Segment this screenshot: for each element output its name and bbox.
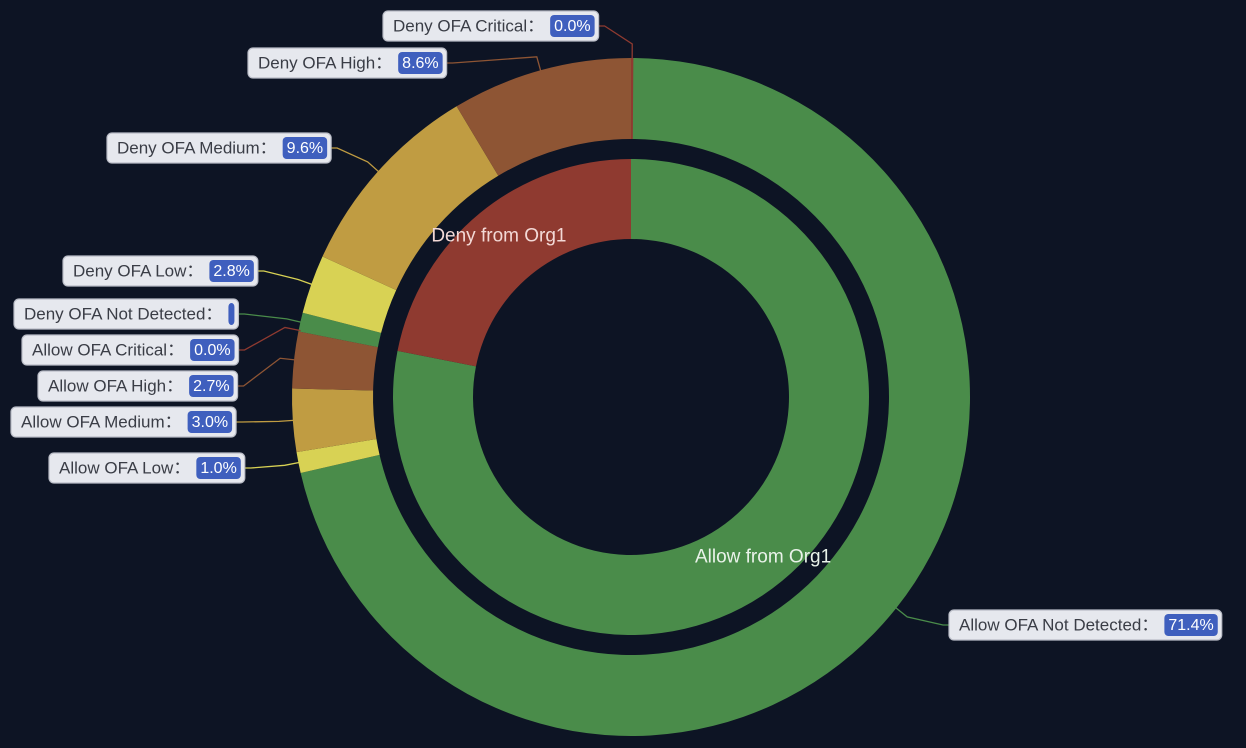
- callout-name: Allow OFA Not Detected：: [959, 615, 1158, 634]
- callout-name: Deny OFA Not Detected：: [24, 304, 222, 323]
- callout-name: Deny OFA Critical：: [393, 16, 544, 35]
- callout-allow-ofa-critical: Allow OFA Critical： 0.0%: [21, 334, 240, 366]
- outer-slice-deny-ofa-not-detected: [298, 312, 382, 348]
- callout-name: Allow OFA High：: [48, 376, 183, 395]
- leader-allow-ofa-not-detected: [894, 606, 949, 626]
- callout-value-badge: [209, 260, 254, 282]
- callout-allow-ofa-medium: Allow OFA Medium： 3.0%: [10, 406, 237, 438]
- callout-value-badge: [190, 339, 235, 361]
- callout-box: [48, 452, 246, 484]
- callout-name: Allow OFA Low：: [59, 458, 190, 477]
- leader-deny-ofa-medium: [331, 147, 381, 174]
- callout-deny-ofa-not-detected: Deny OFA Not Detected：: [13, 298, 240, 330]
- callout-value: 71.4%: [1168, 617, 1213, 634]
- callout-box: [10, 406, 237, 438]
- callout-value-badge: [187, 411, 233, 433]
- callout-value-badge: [282, 137, 328, 159]
- inner-ring: [392, 159, 869, 636]
- callout-value: 0.0%: [194, 342, 230, 359]
- callout-name: Deny OFA Medium：: [117, 138, 277, 157]
- callout-allow-ofa-high: Allow OFA High： 2.7%: [37, 370, 239, 402]
- callout-value: 1.0%: [200, 460, 236, 477]
- leader-allow-ofa-low: [244, 461, 301, 469]
- label-leader-lines: [236, 25, 949, 626]
- callout-value: 3.0%: [192, 414, 228, 431]
- outer-slice-deny-ofa-low: [302, 256, 397, 333]
- leader-allow-ofa-high: [237, 357, 297, 387]
- leader-allow-ofa-critical: [238, 326, 301, 351]
- inner-slice-allow-from-org1: [392, 159, 869, 636]
- label-callouts: Allow OFA Not Detected： 71.4% Allow OFA Lo…: [10, 10, 1223, 641]
- leader-deny-ofa-low: [257, 270, 314, 286]
- callout-name: Allow OFA Medium：: [21, 412, 182, 431]
- inner-ring-labels: Allow from Org1 Deny from Org1: [431, 225, 831, 567]
- callout-box: [106, 132, 332, 164]
- callout-box: [13, 298, 240, 330]
- inner-slice-deny-from-org1: [397, 159, 631, 367]
- outer-slice-allow-ofa-medium: [291, 388, 377, 453]
- callout-deny-ofa-low: Deny OFA Low： 2.8%: [62, 255, 259, 287]
- callout-name: Deny OFA High：: [258, 53, 392, 72]
- callout-deny-ofa-medium: Deny OFA Medium： 9.6%: [106, 132, 332, 164]
- outer-slice-deny-ofa-high: [456, 58, 631, 176]
- callout-box: [382, 10, 600, 42]
- callout-box: [21, 334, 240, 366]
- leader-deny-ofa-not-detected: [238, 313, 303, 324]
- callout-value: 9.6%: [287, 140, 323, 157]
- callout-value-badge: [550, 15, 595, 37]
- callout-value: 0.0%: [554, 18, 590, 35]
- callout-value-badge: [228, 303, 235, 325]
- callout-value: 2.7%: [193, 378, 229, 395]
- callout-allow-ofa-not-detected: Allow OFA Not Detected： 71.4%: [948, 609, 1223, 641]
- callout-allow-ofa-low: Allow OFA Low： 1.0%: [48, 452, 246, 484]
- callout-box: [247, 47, 448, 79]
- leader-deny-ofa-high: [446, 56, 542, 73]
- leader-deny-ofa-critical: [598, 25, 633, 61]
- callout-box: [62, 255, 259, 287]
- callout-deny-ofa-high: Deny OFA High： 8.6%: [247, 47, 448, 79]
- callout-value-badge: [196, 457, 241, 479]
- callout-deny-ofa-critical: Deny OFA Critical： 0.0%: [382, 10, 600, 42]
- inner-label-deny-from-org1: Deny from Org1: [431, 225, 566, 246]
- callout-value: 8.6%: [402, 55, 438, 72]
- outer-ring: [291, 58, 970, 736]
- callout-name: Allow OFA Critical：: [32, 340, 184, 359]
- callout-value-badge: [1164, 614, 1218, 636]
- callout-box: [948, 609, 1223, 641]
- callout-value: 2.8%: [213, 263, 249, 280]
- callout-value-badge: [189, 375, 234, 397]
- callout-value-badge: [398, 52, 443, 74]
- outer-slice-deny-ofa-critical: [631, 58, 634, 140]
- outer-slice-deny-ofa-medium: [322, 106, 499, 291]
- inner-label-allow-from-org1: Allow from Org1: [695, 547, 831, 568]
- outer-slice-allow-ofa-high: [292, 331, 378, 391]
- callout-box: [37, 370, 239, 402]
- leader-allow-ofa-medium: [236, 419, 295, 423]
- outer-slice-allow-ofa-low: [296, 438, 380, 474]
- callout-name: Deny OFA Low：: [73, 261, 203, 280]
